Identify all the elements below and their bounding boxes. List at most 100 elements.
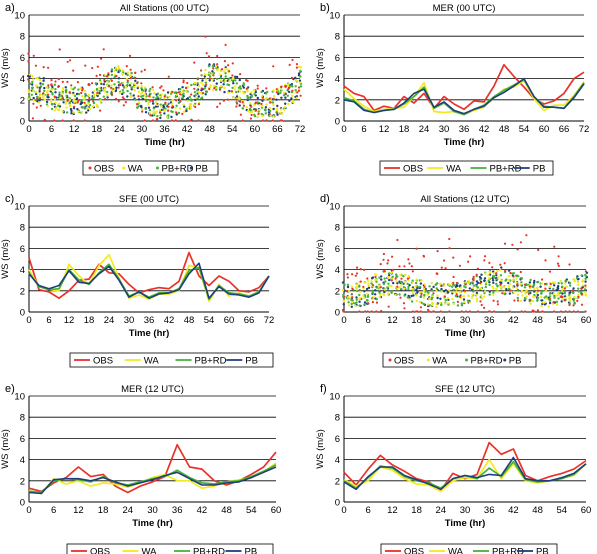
scatter-point [154,111,158,115]
scatter-point [234,75,237,79]
scatter-point [516,293,520,296]
scatter-point [358,293,361,297]
scatter-point [296,91,299,94]
scatter-point [524,297,527,301]
scatter-point [98,79,102,82]
scatter-point [175,113,178,116]
scatter-point [238,90,242,93]
scatter-point [488,310,491,313]
scatter-point [228,80,231,83]
x-tick-label: 6 [46,315,51,326]
scatter-point [31,83,34,86]
scatter-point [235,95,239,98]
scatter-point [503,286,506,289]
scatter-point [222,77,226,81]
scatter-point [563,282,567,285]
scatter-point [130,74,133,77]
scatter-point [182,79,185,82]
scatter-point [215,77,219,81]
scatter-point [99,100,103,103]
scatter-point [345,290,349,293]
scatter-point [569,291,572,294]
scatter-point [110,79,113,82]
scatter-point [31,80,34,84]
scatter-point [275,91,278,94]
scatter-point [359,296,362,300]
scatter-point [297,86,301,89]
scatter-point [364,310,367,313]
scatter-point [351,273,354,276]
scatter-point [483,259,486,262]
x-tick-label: 0 [26,124,31,135]
scatter-point [268,112,271,115]
scatter-point [76,108,79,111]
scatter-point [92,90,96,93]
scatter-point [235,90,238,94]
scatter-point [226,68,229,71]
scatter-point [239,87,242,90]
scatter-point [379,286,382,289]
legend-swatch-wa [426,358,430,362]
scatter-point [476,281,480,285]
scatter-point [36,100,39,103]
scatter-point [62,101,65,104]
scatter-point [540,295,543,299]
scatter-point [533,310,536,313]
scatter-point [186,107,190,110]
scatter-point [152,102,155,105]
scatter-point [452,302,455,306]
scatter-point [548,270,552,273]
scatter-point [533,279,536,283]
scatter-point [557,255,560,258]
scatter-point [196,82,199,85]
scatter-point [396,275,399,278]
scatter-point [483,290,487,293]
scatter-point [66,60,69,63]
scatter-point [431,304,434,307]
legend-label: WA [446,164,462,175]
scatter-point [246,79,249,82]
scatter-point [57,85,60,88]
scatter-point [152,92,156,95]
scatter-point [294,76,297,80]
scatter-point [584,270,588,273]
legend-swatch-pb-rd [156,166,159,170]
scatter-point [370,277,374,280]
scatter-point [197,119,200,122]
scatter-point [248,111,252,114]
scatter-point [32,54,35,57]
scatter-point [291,76,294,79]
scatter-point [427,310,430,313]
scatter-point [395,280,398,283]
scatter-point [250,91,253,94]
scatter-point [407,274,410,278]
scatter-point [175,111,178,114]
legend-label: PB [533,164,546,175]
scatter-point [444,292,447,295]
scatter-point [492,291,495,294]
scatter-point [43,98,46,101]
scatter-point [72,69,75,72]
scatter-point [299,94,302,97]
scatter-point [58,97,61,100]
scatter-point [227,91,230,94]
scatter-point [121,69,125,72]
scatter-point [134,71,137,75]
scatter-point [355,288,358,291]
scatter-point [58,105,62,108]
scatter-point [488,293,491,296]
scatter-point [156,114,159,118]
scatter-point [432,310,435,313]
scatter-point [38,79,41,82]
scatter-point [456,304,460,307]
scatter-point [117,77,121,80]
scatter-point [458,264,461,267]
scatter-point [79,87,83,90]
series-line-pb [28,466,277,495]
scatter-point [355,272,359,275]
scatter-point [133,82,136,86]
scatter-point [219,73,222,76]
scatter-point [467,294,470,298]
scatter-point [130,71,133,75]
